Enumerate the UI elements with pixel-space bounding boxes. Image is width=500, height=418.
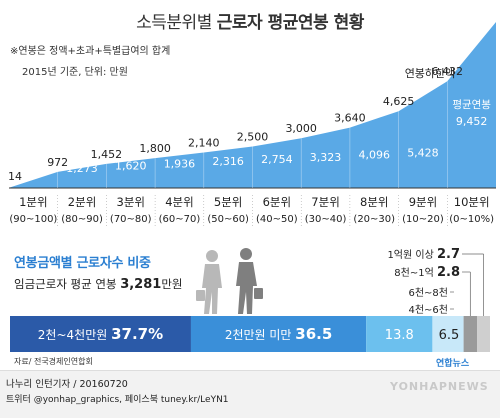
min-value-label: 3,640 <box>334 112 366 125</box>
avg-value-label: 1,273 <box>66 162 98 175</box>
decile-label: 3분위 <box>117 195 145 209</box>
min-value-label: 3,000 <box>285 122 317 135</box>
source-note: 자료/ 전국경제인연합회 <box>14 357 93 366</box>
decile-range-label: (70~80) <box>110 214 152 225</box>
footer-author: 나누리 인턴기자 / 20160720 <box>6 379 128 390</box>
decile-label: 2분위 <box>68 195 96 209</box>
segment-name: 2천~4천만원 <box>38 327 111 342</box>
callout-label: 1억원 이상 2.7 <box>387 247 460 262</box>
callout-name: 8천~1억 <box>394 267 437 279</box>
decile-range-label: (30~40) <box>305 214 347 225</box>
note-unit: 2015년 기준, 단위: 만원 <box>22 67 128 78</box>
decile-range-label: (90~100) <box>9 214 57 225</box>
businessmen-silhouette-icon <box>196 248 263 314</box>
callout-label: 6천~8천 <box>408 287 448 299</box>
decile-label: 1분위 <box>19 195 47 209</box>
segment-value: 13.8 <box>385 328 414 343</box>
decile-range-label: (10~20) <box>402 214 444 225</box>
decile-range-label: (60~70) <box>159 214 201 225</box>
decile-range-label: (0~10%) <box>449 214 494 225</box>
subtitle-unit: 만원 <box>161 277 183 291</box>
bar-segment <box>432 316 464 352</box>
min-value-label: 2,140 <box>188 136 220 149</box>
bar-segment <box>190 316 367 352</box>
avg-value-label: 1,620 <box>115 160 147 173</box>
decile-label: 8분위 <box>360 195 388 209</box>
stacked-bar-chart: 2천~4천만원 37.7% 2천만원 미만 36.5 13.8 6.5 1억원 이상 2… <box>10 247 490 352</box>
bar-segment <box>477 316 490 352</box>
decile-label: 5분위 <box>214 195 242 209</box>
avg-value-label: 2,316 <box>212 155 244 168</box>
avg-value-label: 5,428 <box>407 146 439 159</box>
subtitle-text: 임금근로자 평균 연봉 <box>14 277 117 291</box>
avg-value-label: 4,096 <box>359 149 391 162</box>
income-area <box>9 22 496 188</box>
avg-label-caption: 평균연봉 <box>452 99 491 111</box>
decile-range-label: (50~60) <box>207 214 249 225</box>
bar-chart-title: 연봉금액별 근로자수 비중 <box>14 256 151 271</box>
decile-label: 10분위 <box>454 195 490 209</box>
callout-name: 6천~8천 <box>408 287 448 299</box>
title-bold: 근로자 평균연봉 현황 <box>216 13 365 33</box>
footer-social: 트위터 @yonhap_graphics, 페이스북 tuney.kr/LeYN… <box>6 395 229 405</box>
min-value-label: 2,500 <box>237 131 269 144</box>
yonhap-logo: 연합뉴스 <box>436 359 470 369</box>
decile-range-label: (80~90) <box>61 214 103 225</box>
segment-value: 36.5 <box>295 325 332 343</box>
title-light: 소득분위별 <box>136 13 212 33</box>
min-label-caption: 연봉하한액 <box>405 66 456 80</box>
callout-label: 8천~1억 2.8 <box>394 265 460 280</box>
note-definition: ※연봉은 정액+초과+특별급여의 합계 <box>10 46 171 57</box>
decile-label: 9분위 <box>409 195 437 209</box>
bar-segment <box>463 316 478 352</box>
avg-value-label: 9,452 <box>456 115 488 128</box>
decile-label: 6분위 <box>263 195 291 209</box>
segment-value: 6.5 <box>439 328 460 343</box>
footer-bar <box>0 370 500 418</box>
decile-label: 4분위 <box>165 195 193 209</box>
min-value-label: 1,452 <box>91 148 123 161</box>
min-value-label: 14 <box>8 170 22 183</box>
decile-range-label: (40~50) <box>256 214 298 225</box>
callout-name: 1억원 이상 <box>387 249 437 261</box>
avg-value-label: 3,323 <box>310 151 342 164</box>
min-value-label: 1,800 <box>139 142 171 155</box>
callout-value: 2.7 <box>437 247 460 262</box>
chart-title: 소득분위별 근로자 평균연봉 현황 <box>0 8 500 33</box>
segment-name: 2천만원 미만 <box>225 327 295 342</box>
callout-name: 4천~6천 <box>408 304 448 316</box>
segment-label: 2천만원 미만 36.5 <box>225 325 332 343</box>
avg-value-label: 601 <box>23 164 44 177</box>
watermark: YONHAPNEWS <box>390 380 489 393</box>
avg-value-label: 2,754 <box>261 153 293 166</box>
min-value-label: 972 <box>47 156 68 169</box>
area-chart: 14 972 1,452 1,800 2,140 2,500 3,000 3,640 4,625… <box>8 22 496 226</box>
decile-label: 7분위 <box>311 195 339 209</box>
bar-chart-subtitle: 임금근로자 평균 연봉 3,281만원 <box>14 276 182 292</box>
segment-label: 2천~4천만원 37.7% <box>38 325 163 343</box>
bar-segment <box>10 316 191 352</box>
callout-label: 4천~6천 <box>408 304 448 316</box>
min-value-label: 6,432 <box>432 65 464 78</box>
avg-value-label: 1,936 <box>164 157 196 170</box>
callout-value: 2.8 <box>437 265 460 280</box>
bar-segment <box>366 316 433 352</box>
min-value-label: 4,625 <box>383 95 415 108</box>
subtitle-value: 3,281 <box>120 277 162 292</box>
decile-range-label: (20~30) <box>353 214 395 225</box>
segment-value: 37.7% <box>111 325 163 343</box>
